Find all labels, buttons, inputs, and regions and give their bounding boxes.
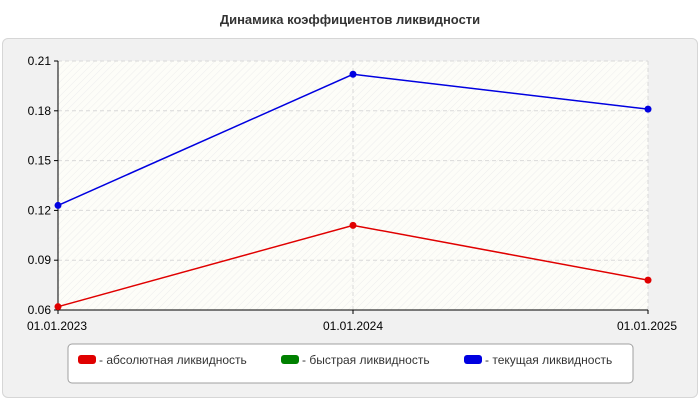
legend-swatch bbox=[464, 355, 482, 364]
y-tick-label: 0.21 bbox=[28, 54, 52, 68]
grid bbox=[58, 60, 649, 310]
plot-area bbox=[58, 61, 648, 310]
data-point bbox=[54, 201, 62, 209]
y-tick-label: 0.12 bbox=[28, 203, 52, 217]
legend-box bbox=[67, 343, 634, 384]
chart-title: Динамика коэффициентов ликвидности bbox=[219, 12, 481, 27]
data-point bbox=[349, 221, 357, 229]
data-point bbox=[349, 70, 357, 78]
x-tick-label: 01.01.2025 bbox=[617, 319, 677, 333]
axes: 0.06 0.09 0.12 0.15 0.18 0.21 01.01.2023 01.01.… bbox=[27, 54, 677, 333]
data-point bbox=[54, 303, 62, 311]
y-tick-label: 0.06 bbox=[28, 303, 52, 317]
legend-label: - абсолютная ликвидность bbox=[99, 353, 247, 367]
x-tick-label: 01.01.2023 bbox=[27, 319, 87, 333]
y-tick-label: 0.09 bbox=[28, 253, 52, 267]
legend-label: - быстрая ликвидность bbox=[302, 353, 430, 367]
legend-swatch bbox=[281, 355, 299, 364]
y-tick-label: 0.15 bbox=[28, 154, 52, 168]
data-point bbox=[644, 105, 652, 113]
legend-swatch bbox=[78, 355, 96, 364]
legend-label: - текущая ликвидность bbox=[485, 353, 612, 367]
legend: - абсолютная ликвидность - быстрая ликвид… bbox=[67, 343, 634, 384]
x-tick-label: 01.01.2024 bbox=[323, 319, 383, 333]
y-tick-label: 0.18 bbox=[28, 104, 52, 118]
series bbox=[54, 70, 652, 311]
data-point bbox=[644, 276, 652, 284]
